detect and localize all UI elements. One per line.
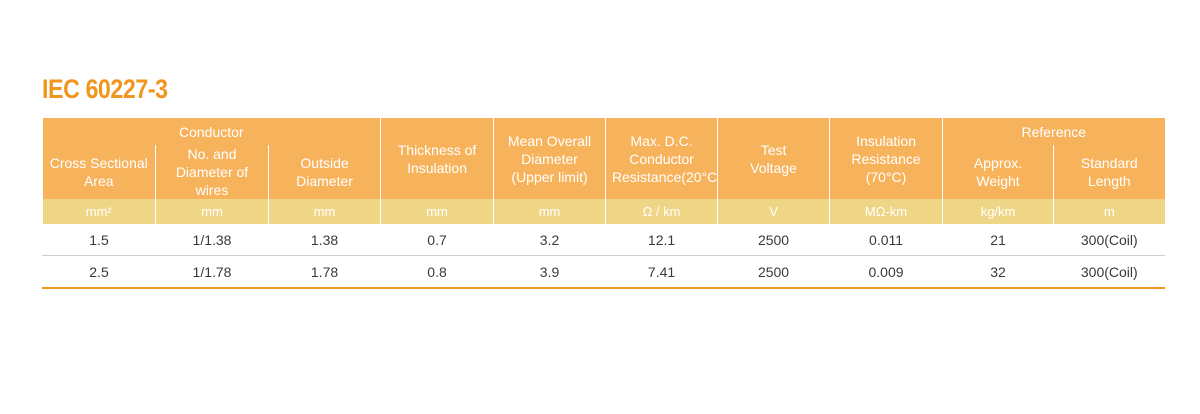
unit-cell: m	[1053, 199, 1165, 224]
header-conductor: Conductor	[42, 118, 381, 145]
header-thickness-insulation: Thickness of Insulation	[380, 118, 494, 199]
unit-cell: MΩ-km	[829, 199, 943, 224]
table-cell: 300(Coil)	[1053, 224, 1165, 256]
table-cell: 3.9	[493, 255, 606, 289]
table-cell: 21	[942, 224, 1054, 256]
table-cell: 1/1.38	[155, 224, 269, 256]
unit-cell: mm	[155, 199, 269, 224]
table-cell: 0.8	[380, 255, 494, 289]
table-row: 2.5 1/1.78 1.78 0.8 3.9 7.41 2500 0.009 …	[42, 255, 1165, 289]
header-mean-overall-diameter: Mean Overall Diameter (Upper limit)	[493, 118, 606, 199]
table-cell: 32	[942, 255, 1054, 289]
table-cell: 1.38	[267, 224, 381, 256]
table-cell: 12.1	[605, 224, 718, 256]
table-cell: 1/1.78	[155, 255, 269, 289]
header-reference: Reference	[942, 118, 1165, 145]
header-test-voltage: Test Voltage	[717, 118, 830, 199]
table-cell: 300(Coil)	[1053, 255, 1165, 289]
table-cell: 2500	[717, 255, 830, 289]
table-cell: 2.5	[42, 255, 156, 289]
header-no-diameter-wires: No. and Diameter of wires	[155, 145, 269, 199]
unit-cell: Ω / km	[605, 199, 718, 224]
unit-cell: kg/km	[942, 199, 1054, 224]
table-cell: 2500	[717, 224, 830, 256]
header-insulation-resistance: Insulation Resistance (70°C)	[829, 118, 943, 199]
unit-cell: mm²	[42, 199, 156, 224]
header-standard-length: Standard Length	[1053, 145, 1165, 199]
header-max-dc-resistance: Max. D.C. Conductor Resistance(20°C)	[605, 118, 718, 199]
header-cross-sectional-area: Cross Sectional Area	[42, 145, 156, 199]
unit-cell: V	[717, 199, 830, 224]
unit-cell: mm	[267, 199, 381, 224]
table-cell: 0.7	[380, 224, 494, 256]
table-cell: 0.009	[829, 255, 943, 289]
header-approx-weight: Approx. Weight	[942, 145, 1054, 199]
spec-table: Conductor Thickness of Insulation Mean O…	[42, 118, 1165, 289]
table-cell: 0.011	[829, 224, 943, 256]
table-cell: 3.2	[493, 224, 606, 256]
table-cell: 7.41	[605, 255, 718, 289]
unit-cell: mm	[380, 199, 494, 224]
header-outside-diameter: Outside Diameter	[267, 145, 381, 199]
table-cell: 1.78	[267, 255, 381, 289]
table-row: 1.5 1/1.38 1.38 0.7 3.2 12.1 2500 0.011 …	[42, 224, 1165, 256]
unit-cell: mm	[493, 199, 606, 224]
page-title: IEC 60227-3	[42, 74, 168, 104]
table-cell: 1.5	[42, 224, 156, 256]
